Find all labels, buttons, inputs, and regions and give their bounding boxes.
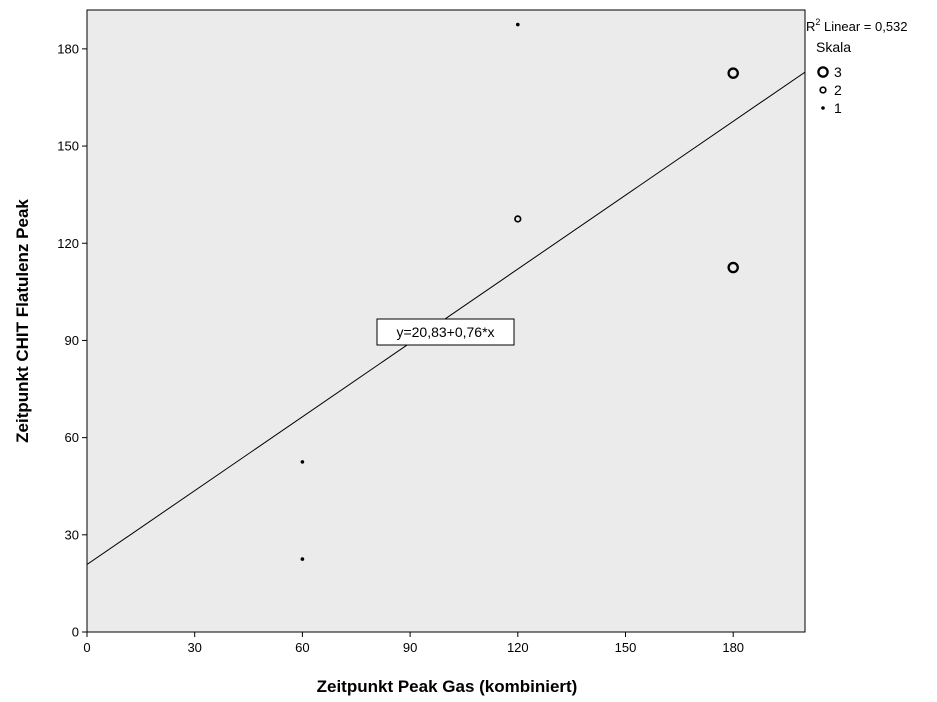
y-tick-label: 120 (57, 236, 79, 251)
x-tick-label: 30 (187, 640, 201, 655)
x-tick-label: 90 (403, 640, 417, 655)
data-point (727, 67, 739, 79)
y-tick-label: 0 (72, 625, 79, 640)
equation-label: y=20,83+0,76*x (396, 324, 494, 340)
legend-marker (819, 86, 827, 94)
y-axis-title: Zeitpunkt CHIT Flatulenz Peak (13, 199, 32, 443)
x-tick-label: 150 (615, 640, 637, 655)
x-tick-label: 60 (295, 640, 309, 655)
x-tick-label: 120 (507, 640, 529, 655)
y-tick-label: 180 (57, 41, 79, 56)
legend-label: 2 (834, 82, 842, 98)
data-point (300, 460, 305, 464)
legend-label: 1 (834, 100, 842, 116)
fit-line (87, 71, 805, 565)
r2-label: R2 Linear = 0,532 (806, 17, 908, 34)
legend-label: 3 (834, 64, 842, 80)
x-tick-label: 0 (83, 640, 90, 655)
r2-value: Linear = 0,532 (820, 19, 907, 34)
y-tick-label: 150 (57, 139, 79, 154)
y-tick-label: 60 (65, 430, 79, 445)
equation-annotation: y=20,83+0,76*x (376, 318, 515, 346)
y-tick-label: 90 (65, 333, 79, 348)
x-axis-title: Zeitpunkt Peak Gas (kombiniert) (317, 677, 578, 696)
data-point (514, 215, 522, 223)
x-tick-label: 180 (722, 640, 744, 655)
legend-marker (821, 106, 825, 110)
data-point (727, 261, 739, 274)
equation-box (376, 318, 515, 346)
data-point (300, 557, 305, 561)
r2-prefix: R (806, 19, 815, 34)
y-tick-label: 30 (65, 527, 79, 542)
legend-title: Skala (816, 39, 851, 55)
r2-superscript: 2 (815, 17, 820, 27)
data-point (516, 22, 520, 27)
legend-marker (817, 66, 829, 78)
